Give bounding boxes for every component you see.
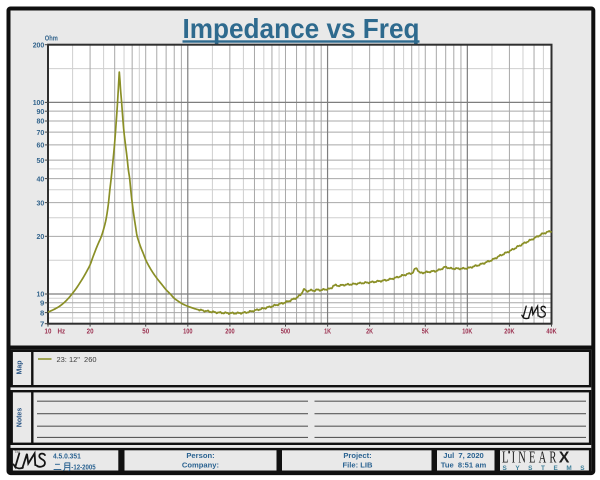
svg-text:100: 100 bbox=[183, 326, 192, 335]
svg-text:File: LIB: File: LIB bbox=[343, 461, 373, 470]
svg-text:70: 70 bbox=[37, 128, 45, 137]
svg-text:Jul 7, 2020: Jul 7, 2020 bbox=[443, 451, 484, 460]
svg-text:50: 50 bbox=[142, 326, 149, 335]
svg-text:Tue 8:51 am: Tue 8:51 am bbox=[441, 461, 487, 470]
svg-text:X: X bbox=[559, 450, 570, 467]
svg-text:200: 200 bbox=[225, 326, 234, 335]
svg-text:10K: 10K bbox=[462, 326, 473, 335]
svg-text:10: 10 bbox=[45, 326, 52, 335]
svg-text:9: 9 bbox=[40, 299, 44, 308]
svg-text:30: 30 bbox=[37, 198, 45, 207]
svg-text:Person:: Person: bbox=[186, 451, 214, 460]
svg-text:Notes: Notes bbox=[17, 408, 24, 428]
svg-text:200: 200 bbox=[33, 40, 45, 49]
svg-text:50: 50 bbox=[37, 156, 45, 165]
svg-text:20K: 20K bbox=[504, 326, 515, 335]
svg-text:Company:: Company: bbox=[182, 461, 219, 470]
svg-text:Hz: Hz bbox=[58, 326, 66, 335]
svg-text:100: 100 bbox=[33, 98, 45, 107]
svg-text:60: 60 bbox=[37, 141, 45, 150]
svg-text:5K: 5K bbox=[422, 326, 430, 335]
svg-text:40: 40 bbox=[37, 174, 45, 183]
svg-text:7: 7 bbox=[40, 319, 44, 328]
svg-text:10: 10 bbox=[37, 290, 45, 299]
svg-text:-12-2005: -12-2005 bbox=[71, 465, 95, 472]
svg-text:20: 20 bbox=[37, 232, 45, 241]
svg-text:8: 8 bbox=[40, 308, 44, 317]
svg-text:Impedance vs Freq: Impedance vs Freq bbox=[183, 13, 420, 44]
svg-text:Map: Map bbox=[17, 361, 24, 375]
svg-text:20: 20 bbox=[87, 326, 94, 335]
svg-text:500: 500 bbox=[281, 326, 290, 335]
svg-text:4.5.0.351: 4.5.0.351 bbox=[53, 453, 81, 460]
svg-text:90: 90 bbox=[37, 107, 45, 116]
svg-text:1K: 1K bbox=[324, 326, 332, 335]
svg-text:80: 80 bbox=[37, 117, 45, 126]
svg-text:2K: 2K bbox=[366, 326, 374, 335]
svg-text:Ohm: Ohm bbox=[45, 34, 58, 43]
svg-text:Project:: Project: bbox=[343, 451, 371, 460]
svg-text:LINEAR: LINEAR bbox=[502, 448, 560, 466]
svg-text:23: 12" 260: 23: 12" 260 bbox=[57, 355, 97, 364]
svg-text:40K: 40K bbox=[546, 326, 557, 335]
svg-text:TM: TM bbox=[14, 450, 19, 454]
svg-text:SYSTEMS: SYSTEMS bbox=[503, 465, 586, 472]
